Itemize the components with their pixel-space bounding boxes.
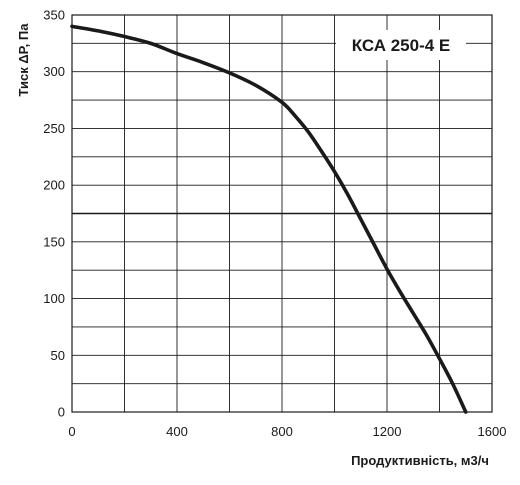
x-tick-label: 400 xyxy=(166,424,188,439)
x-tick-label: 800 xyxy=(271,424,293,439)
x-tick-label: 0 xyxy=(68,424,75,439)
y-tick-label: 100 xyxy=(43,291,65,306)
y-tick-label: 300 xyxy=(43,64,65,79)
y-tick-label: 150 xyxy=(43,234,65,249)
y-tick-label: 0 xyxy=(58,405,65,420)
tick-labels: 0 50 100 150 200 250 300 350 0 400 800 1200 1600 xyxy=(43,8,506,440)
performance-curve xyxy=(70,24,468,414)
y-tick-label: 50 xyxy=(51,348,65,363)
x-axis-label: Продуктивність, м3/ч xyxy=(351,453,489,468)
y-tick-label: 350 xyxy=(43,8,65,23)
x-tick-label: 1200 xyxy=(373,424,402,439)
chart-title: КСА 250-4 Е xyxy=(352,36,451,55)
y-axis-label: Тиск ΔP, Па xyxy=(16,23,31,97)
series-layer xyxy=(70,24,468,414)
plot-frame xyxy=(71,14,493,413)
chart-title-background xyxy=(336,30,466,60)
x-tick-label: 1600 xyxy=(478,424,507,439)
y-tick-label: 250 xyxy=(43,121,65,136)
y-tick-label: 200 xyxy=(43,178,65,193)
